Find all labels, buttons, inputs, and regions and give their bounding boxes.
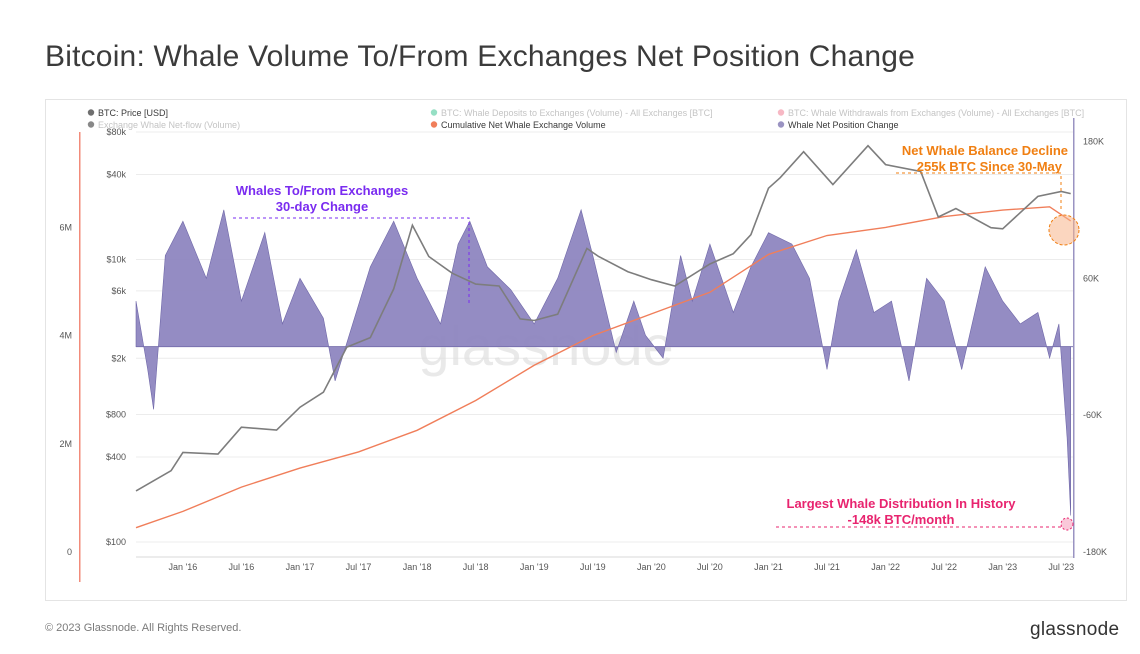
net-change-tick-label: -180K [1083, 547, 1107, 557]
annotation-whales-line2: 30-day Change [276, 199, 368, 214]
right-axis-bar [1073, 118, 1075, 558]
x-tick-label: Jul '19 [580, 562, 606, 572]
x-axis: Jan '16 Jul '16 Jan '17 Jul '17 Jan '18 Jul '… [136, 556, 1074, 572]
price-tick-label: $400 [106, 452, 126, 462]
annotation-whales-bracket [233, 217, 470, 305]
price-tick-label: $10k [106, 255, 126, 265]
copyright: © 2023 Glassnode. All Rights Reserved. [45, 622, 242, 634]
cumulative-tick-label: 6M [59, 222, 72, 232]
annotation-whales-30day: Whales To/From Exchanges 30-day Change [233, 183, 470, 305]
legend-swatch [430, 121, 438, 128]
x-tick-label: Jan '19 [520, 562, 549, 572]
net-change-tick-label: 180K [1083, 136, 1104, 146]
chart: BTC: Price [USD] Exchange Whale Net-flow … [59, 108, 1107, 582]
legend: BTC: Price [USD] Exchange Whale Net-flow … [87, 108, 1084, 130]
annotation-largest-distribution: Largest Whale Distribution In History -1… [776, 496, 1074, 531]
legend-swatch [777, 109, 785, 116]
legend-label: BTC: Whale Withdrawals from Exchanges (V… [788, 108, 1084, 118]
price-tick-label: $100 [106, 537, 126, 547]
legend-swatch [430, 109, 438, 116]
annotation-decline-line1: Net Whale Balance Decline [902, 143, 1068, 158]
x-tick-label: Jul '20 [697, 562, 723, 572]
x-tick-label: Jan '18 [403, 562, 432, 572]
net-change-tick-label: -60K [1083, 410, 1102, 420]
net-change-tick-label: 60K [1083, 273, 1099, 283]
cumulative-tick-label: 2M [59, 439, 72, 449]
x-tick-label: Jul '21 [814, 562, 840, 572]
page-title: Bitcoin: Whale Volume To/From Exchanges … [45, 40, 916, 73]
annotation-balance-decline: Net Whale Balance Decline 255k BTC Since… [896, 143, 1080, 246]
legend-swatch [777, 121, 785, 128]
x-tick-label: Jan '23 [988, 562, 1017, 572]
series-btc-price [135, 144, 1071, 492]
x-tick-label: Jan '16 [168, 562, 197, 572]
cumulative-tick-label: 0 [67, 547, 72, 557]
legend-swatch [87, 121, 95, 128]
x-tick-label: Jan '17 [286, 562, 315, 572]
cumulative-tick-label: 4M [59, 331, 72, 341]
x-tick-label: Jul '23 [1048, 562, 1074, 572]
annotation-largest-line1: Largest Whale Distribution In History [787, 496, 1017, 511]
legend-swatch [87, 109, 95, 116]
legend-label: Exchange Whale Net-flow (Volume) [98, 120, 240, 130]
annotation-whales-line1: Whales To/From Exchanges [236, 183, 408, 198]
annotation-largest-line2: -148k BTC/month [848, 512, 955, 527]
legend-label: BTC: Price [USD] [98, 108, 168, 118]
price-tick-label: $40k [106, 170, 126, 180]
x-tick-label: Jul '16 [229, 562, 255, 572]
legend-label: Cumulative Net Whale Exchange Volume [441, 120, 606, 130]
x-tick-label: Jan '21 [754, 562, 783, 572]
legend-label: Whale Net Position Change [788, 120, 899, 130]
x-tick-label: Jan '20 [637, 562, 666, 572]
legend-label: BTC: Whale Deposits to Exchanges (Volume… [441, 108, 713, 118]
price-tick-label: $6k [111, 286, 126, 296]
left-axis-bar [79, 132, 81, 582]
x-tick-label: Jul '18 [463, 562, 489, 572]
annotation-largest-marker [1060, 517, 1074, 531]
price-tick-label: $80k [106, 127, 126, 137]
x-tick-label: Jul '17 [346, 562, 372, 572]
annotation-decline-line2: 255k BTC Since 30-May [917, 159, 1063, 174]
net-change-axis: -180K -60K 60K 180K [1083, 136, 1107, 557]
series-cumulative-net-whale-volume [135, 206, 1072, 529]
brand-logo: glassnode [1030, 619, 1120, 640]
cumulative-axis: 0 2M 4M 6M [59, 222, 72, 557]
price-axis: $100 $400 $800 $2k $6k $10k $40k $80k [106, 127, 127, 547]
price-tick-label: $800 [106, 409, 126, 419]
chart-panel: BTC: Price [USD] Exchange Whale Net-flow … [45, 99, 1127, 601]
x-tick-label: Jul '22 [931, 562, 957, 572]
price-tick-label: $2k [111, 353, 126, 363]
annotation-decline-bracket [896, 172, 1062, 212]
x-tick-label: Jan '22 [871, 562, 900, 572]
annotation-decline-marker [1048, 214, 1080, 246]
